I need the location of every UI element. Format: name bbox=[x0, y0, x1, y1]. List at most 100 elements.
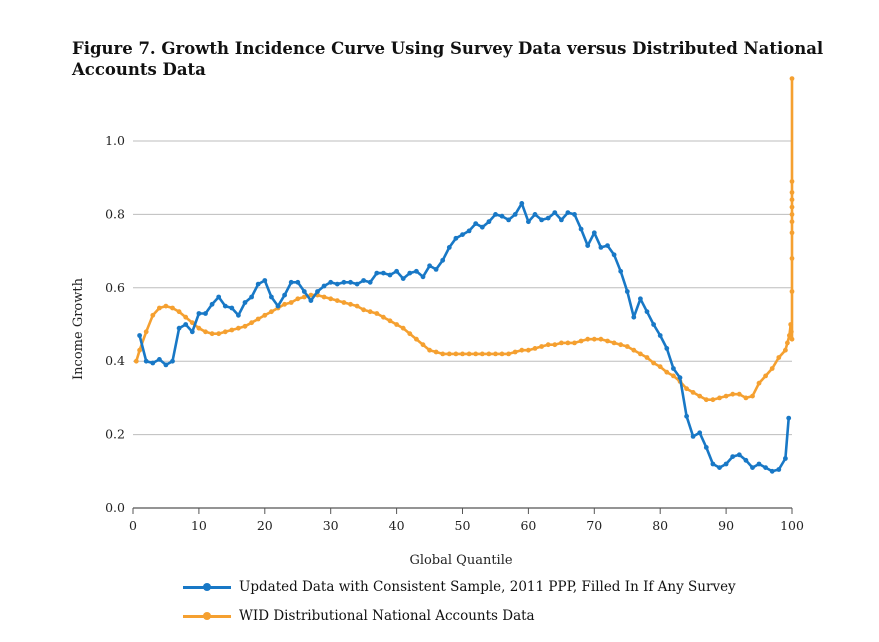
data-point bbox=[301, 294, 307, 300]
data-point bbox=[282, 292, 287, 298]
data-point bbox=[269, 309, 274, 315]
data-point bbox=[651, 360, 656, 366]
data-point bbox=[644, 309, 650, 315]
legend-item-series-1: Updated Data with Consistent Sample, 201… bbox=[183, 577, 736, 597]
data-point bbox=[486, 351, 492, 357]
x-tick-label: 50 bbox=[455, 518, 471, 533]
data-point bbox=[526, 219, 531, 225]
data-point bbox=[624, 344, 630, 349]
data-point bbox=[315, 289, 320, 294]
data-point bbox=[789, 204, 795, 210]
data-point bbox=[591, 230, 597, 236]
data-point bbox=[321, 294, 327, 300]
data-point bbox=[710, 397, 716, 403]
x-tick-label: 90 bbox=[718, 518, 734, 533]
data-point bbox=[460, 232, 465, 238]
data-point bbox=[697, 430, 703, 436]
data-point bbox=[763, 465, 768, 470]
data-point bbox=[295, 296, 301, 302]
data-point bbox=[598, 245, 604, 250]
legend-label-series-1: Updated Data with Consistent Sample, 201… bbox=[239, 579, 736, 595]
data-point bbox=[374, 311, 380, 316]
data-point bbox=[460, 351, 465, 357]
data-point bbox=[605, 338, 610, 344]
data-point bbox=[394, 322, 399, 327]
y-tick-labels: 0.0 0.2 0.4 0.6 0.8 1.0 bbox=[105, 133, 125, 515]
data-point bbox=[361, 307, 366, 313]
data-point bbox=[433, 267, 439, 272]
data-point bbox=[559, 217, 564, 223]
data-point bbox=[321, 283, 327, 289]
data-point bbox=[585, 336, 591, 342]
data-point bbox=[690, 390, 696, 395]
data-point bbox=[427, 347, 432, 353]
data-point bbox=[348, 279, 353, 285]
data-point bbox=[532, 212, 538, 217]
data-point bbox=[591, 336, 597, 342]
data-point bbox=[493, 212, 498, 217]
data-point bbox=[743, 457, 749, 463]
data-point bbox=[789, 212, 795, 217]
data-point bbox=[638, 296, 643, 302]
data-point bbox=[789, 76, 795, 81]
data-point bbox=[723, 393, 729, 399]
data-point bbox=[394, 268, 399, 274]
data-point bbox=[203, 311, 208, 316]
x-tick-label: 30 bbox=[323, 518, 339, 533]
data-point bbox=[671, 373, 676, 379]
x-tick-label: 100 bbox=[780, 518, 804, 533]
data-point bbox=[473, 351, 479, 357]
y-tick-label: 0.6 bbox=[105, 280, 125, 295]
data-point bbox=[414, 336, 419, 342]
data-point bbox=[512, 349, 518, 355]
data-point bbox=[671, 366, 676, 371]
data-point bbox=[743, 395, 749, 401]
data-point bbox=[788, 322, 794, 327]
data-point bbox=[789, 190, 795, 195]
data-point bbox=[703, 397, 709, 403]
data-point bbox=[183, 322, 189, 327]
data-point bbox=[209, 301, 215, 307]
data-point bbox=[414, 268, 419, 274]
data-point bbox=[262, 312, 268, 318]
data-point bbox=[486, 219, 492, 225]
series-line-1 bbox=[138, 202, 790, 473]
data-point bbox=[163, 303, 169, 309]
data-point bbox=[354, 303, 360, 309]
data-point bbox=[789, 256, 795, 261]
data-point bbox=[242, 323, 248, 329]
data-point bbox=[565, 340, 571, 346]
x-tick-label: 10 bbox=[191, 518, 207, 533]
x-tick-label: 70 bbox=[586, 518, 602, 533]
data-point bbox=[756, 380, 762, 386]
x-tick-labels: 0 10 20 30 40 50 60 70 80 90 100 bbox=[129, 518, 804, 533]
data-point bbox=[519, 347, 525, 353]
data-point bbox=[631, 347, 637, 353]
data-point bbox=[466, 228, 472, 234]
legend-swatch-series-1 bbox=[183, 579, 231, 595]
data-point bbox=[367, 279, 373, 285]
data-point bbox=[532, 346, 538, 351]
data-point bbox=[664, 346, 670, 351]
data-point bbox=[786, 415, 792, 421]
x-tick-label: 60 bbox=[520, 518, 536, 533]
data-point bbox=[605, 243, 610, 249]
data-point bbox=[750, 465, 755, 470]
data-point bbox=[374, 270, 380, 276]
data-point bbox=[763, 373, 768, 379]
data-point bbox=[526, 347, 531, 353]
data-point bbox=[387, 272, 393, 278]
x-axis-title: Global Quantile bbox=[409, 553, 512, 568]
data-point bbox=[493, 351, 498, 357]
data-point bbox=[572, 340, 577, 346]
data-point bbox=[618, 342, 624, 348]
chart-title: Figure 7. Growth Incidence Curve Using S… bbox=[72, 39, 824, 79]
data-point bbox=[170, 305, 175, 311]
data-point bbox=[618, 268, 624, 274]
data-point bbox=[552, 342, 558, 348]
data-point bbox=[789, 219, 795, 225]
data-point bbox=[756, 461, 762, 467]
data-point bbox=[341, 279, 347, 285]
data-point bbox=[222, 329, 228, 335]
data-point bbox=[163, 362, 169, 368]
